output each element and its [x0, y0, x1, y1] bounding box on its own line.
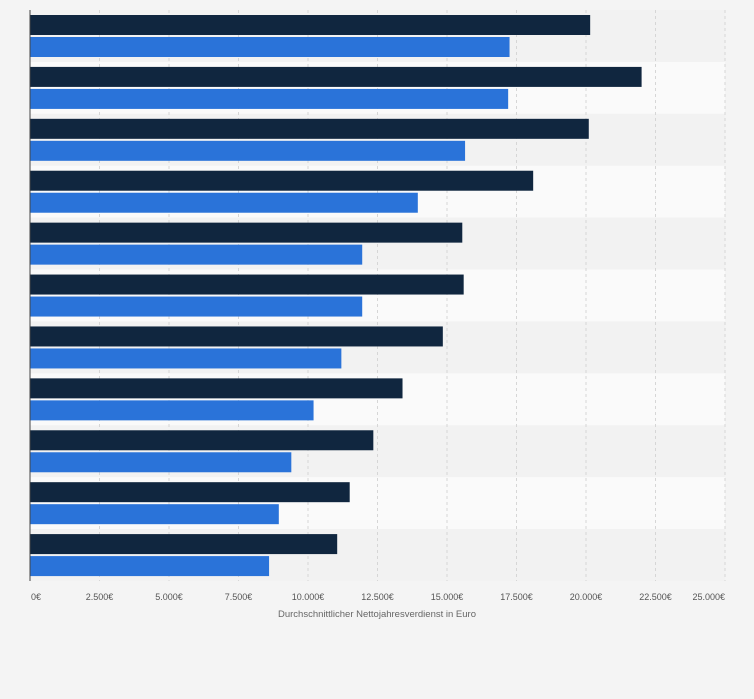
bar-series-2 [30, 296, 363, 317]
bar-series-1 [30, 66, 642, 87]
bar-series-2 [30, 400, 314, 421]
bar-series-2 [30, 452, 292, 473]
bar-series-2 [30, 556, 270, 577]
x-tick-label: 0€ [31, 592, 41, 602]
bar-series-1 [30, 326, 443, 347]
bar-series-2 [30, 140, 466, 161]
bars [30, 15, 642, 577]
x-tick-label: 5.000€ [155, 592, 183, 602]
bar-series-2 [30, 504, 279, 525]
x-tick-label: 2.500€ [86, 592, 114, 602]
bar-series-1 [30, 15, 591, 35]
bar-series-1 [30, 274, 464, 295]
x-tick-label: 22.500€ [639, 592, 672, 602]
x-tick-label: 7.500€ [225, 592, 253, 602]
bar-series-1 [30, 482, 350, 503]
x-axis-title: Durchschnittlicher Nettojahresverdienst … [278, 609, 476, 620]
x-tick-label: 10.000€ [292, 592, 325, 602]
x-tick-label: 25.000€ [692, 592, 725, 602]
bar-series-2 [30, 348, 342, 369]
bar-series-1 [30, 170, 534, 191]
bar-series-1 [30, 534, 338, 555]
x-tick-label: 17.500€ [500, 592, 533, 602]
bar-series-2 [30, 244, 363, 265]
x-tick-label: 15.000€ [431, 592, 464, 602]
bar-series-1 [30, 378, 403, 399]
bar-series-2 [30, 192, 418, 213]
x-tick-label: 12.500€ [361, 592, 394, 602]
bar-series-1 [30, 430, 374, 451]
bar-series-1 [30, 118, 589, 139]
bar-series-2 [30, 37, 510, 57]
bar-series-2 [30, 88, 509, 109]
x-tick-labels: 0€ 2.500€ 5.000€ 7.500€ 10.000€ 12.500€ 15.000… [31, 592, 725, 602]
x-tick-label: 20.000€ [570, 592, 603, 602]
bar-series-1 [30, 222, 463, 243]
